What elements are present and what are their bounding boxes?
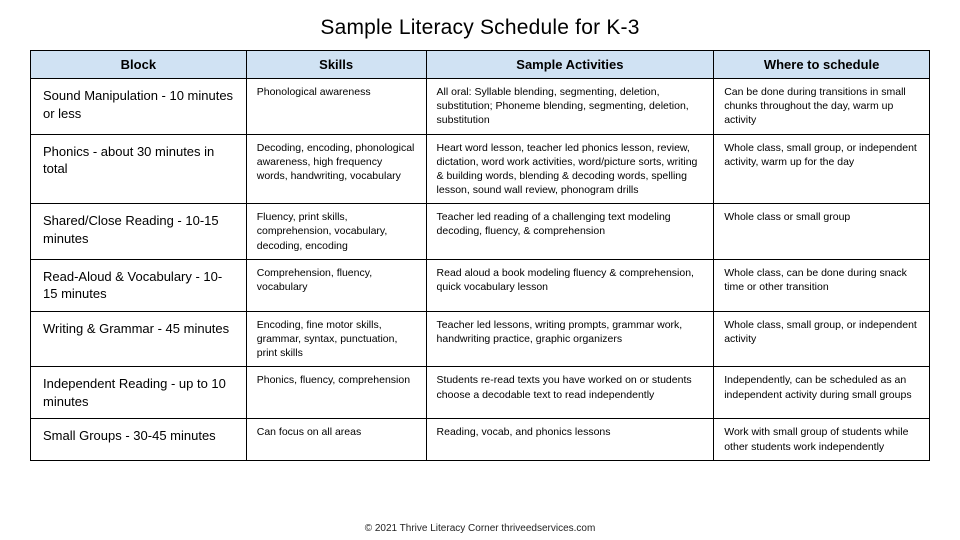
- cell-where: Work with small group of students while …: [714, 419, 930, 460]
- cell-activities: Read aloud a book modeling fluency & com…: [426, 259, 714, 311]
- cell-where: Can be done during transitions in small …: [714, 79, 930, 135]
- cell-activities: Teacher led lessons, writing prompts, gr…: [426, 311, 714, 367]
- cell-skills: Phonics, fluency, comprehension: [246, 367, 426, 419]
- cell-skills: Fluency, print skills, comprehension, vo…: [246, 204, 426, 260]
- table-row: Sound Manipulation - 10 minutes or lessP…: [31, 79, 930, 135]
- cell-activities: Heart word lesson, teacher led phonics l…: [426, 134, 714, 204]
- header-block: Block: [31, 51, 247, 79]
- cell-activities: All oral: Syllable blending, segmenting,…: [426, 79, 714, 135]
- cell-activities: Students re-read texts you have worked o…: [426, 367, 714, 419]
- cell-activities: Teacher led reading of a challenging tex…: [426, 204, 714, 260]
- header-row: Block Skills Sample Activities Where to …: [31, 51, 930, 79]
- table-row: Shared/Close Reading - 10-15 minutesFlue…: [31, 204, 930, 260]
- cell-activities: Reading, vocab, and phonics lessons: [426, 419, 714, 460]
- table-body: Sound Manipulation - 10 minutes or lessP…: [31, 79, 930, 461]
- footer-text: © 2021 Thrive Literacy Corner thriveedse…: [0, 523, 960, 534]
- page: Sample Literacy Schedule for K-3 Block S…: [0, 0, 960, 540]
- cell-block: Independent Reading - up to 10 minutes: [31, 367, 247, 419]
- cell-skills: Encoding, fine motor skills, grammar, sy…: [246, 311, 426, 367]
- cell-block: Writing & Grammar - 45 minutes: [31, 311, 247, 367]
- table-row: Phonics - about 30 minutes in totalDecod…: [31, 134, 930, 204]
- cell-block: Sound Manipulation - 10 minutes or less: [31, 79, 247, 135]
- table-row: Read-Aloud & Vocabulary - 10-15 minutesC…: [31, 259, 930, 311]
- cell-block: Read-Aloud & Vocabulary - 10-15 minutes: [31, 259, 247, 311]
- cell-block: Shared/Close Reading - 10-15 minutes: [31, 204, 247, 260]
- cell-where: Whole class, can be done during snack ti…: [714, 259, 930, 311]
- table-head: Block Skills Sample Activities Where to …: [31, 51, 930, 79]
- header-activities: Sample Activities: [426, 51, 714, 79]
- cell-skills: Can focus on all areas: [246, 419, 426, 460]
- header-where: Where to schedule: [714, 51, 930, 79]
- cell-block: Small Groups - 30-45 minutes: [31, 419, 247, 460]
- cell-block: Phonics - about 30 minutes in total: [31, 134, 247, 204]
- table-row: Independent Reading - up to 10 minutesPh…: [31, 367, 930, 419]
- page-title: Sample Literacy Schedule for K-3: [30, 16, 930, 40]
- cell-where: Whole class, small group, or independent…: [714, 311, 930, 367]
- header-skills: Skills: [246, 51, 426, 79]
- cell-skills: Decoding, encoding, phonological awarene…: [246, 134, 426, 204]
- table-row: Small Groups - 30-45 minutesCan focus on…: [31, 419, 930, 460]
- cell-skills: Phonological awareness: [246, 79, 426, 135]
- cell-where: Whole class, small group, or independent…: [714, 134, 930, 204]
- cell-where: Independently, can be scheduled as an in…: [714, 367, 930, 419]
- schedule-table: Block Skills Sample Activities Where to …: [30, 50, 930, 461]
- cell-skills: Comprehension, fluency, vocabulary: [246, 259, 426, 311]
- table-row: Writing & Grammar - 45 minutesEncoding, …: [31, 311, 930, 367]
- cell-where: Whole class or small group: [714, 204, 930, 260]
